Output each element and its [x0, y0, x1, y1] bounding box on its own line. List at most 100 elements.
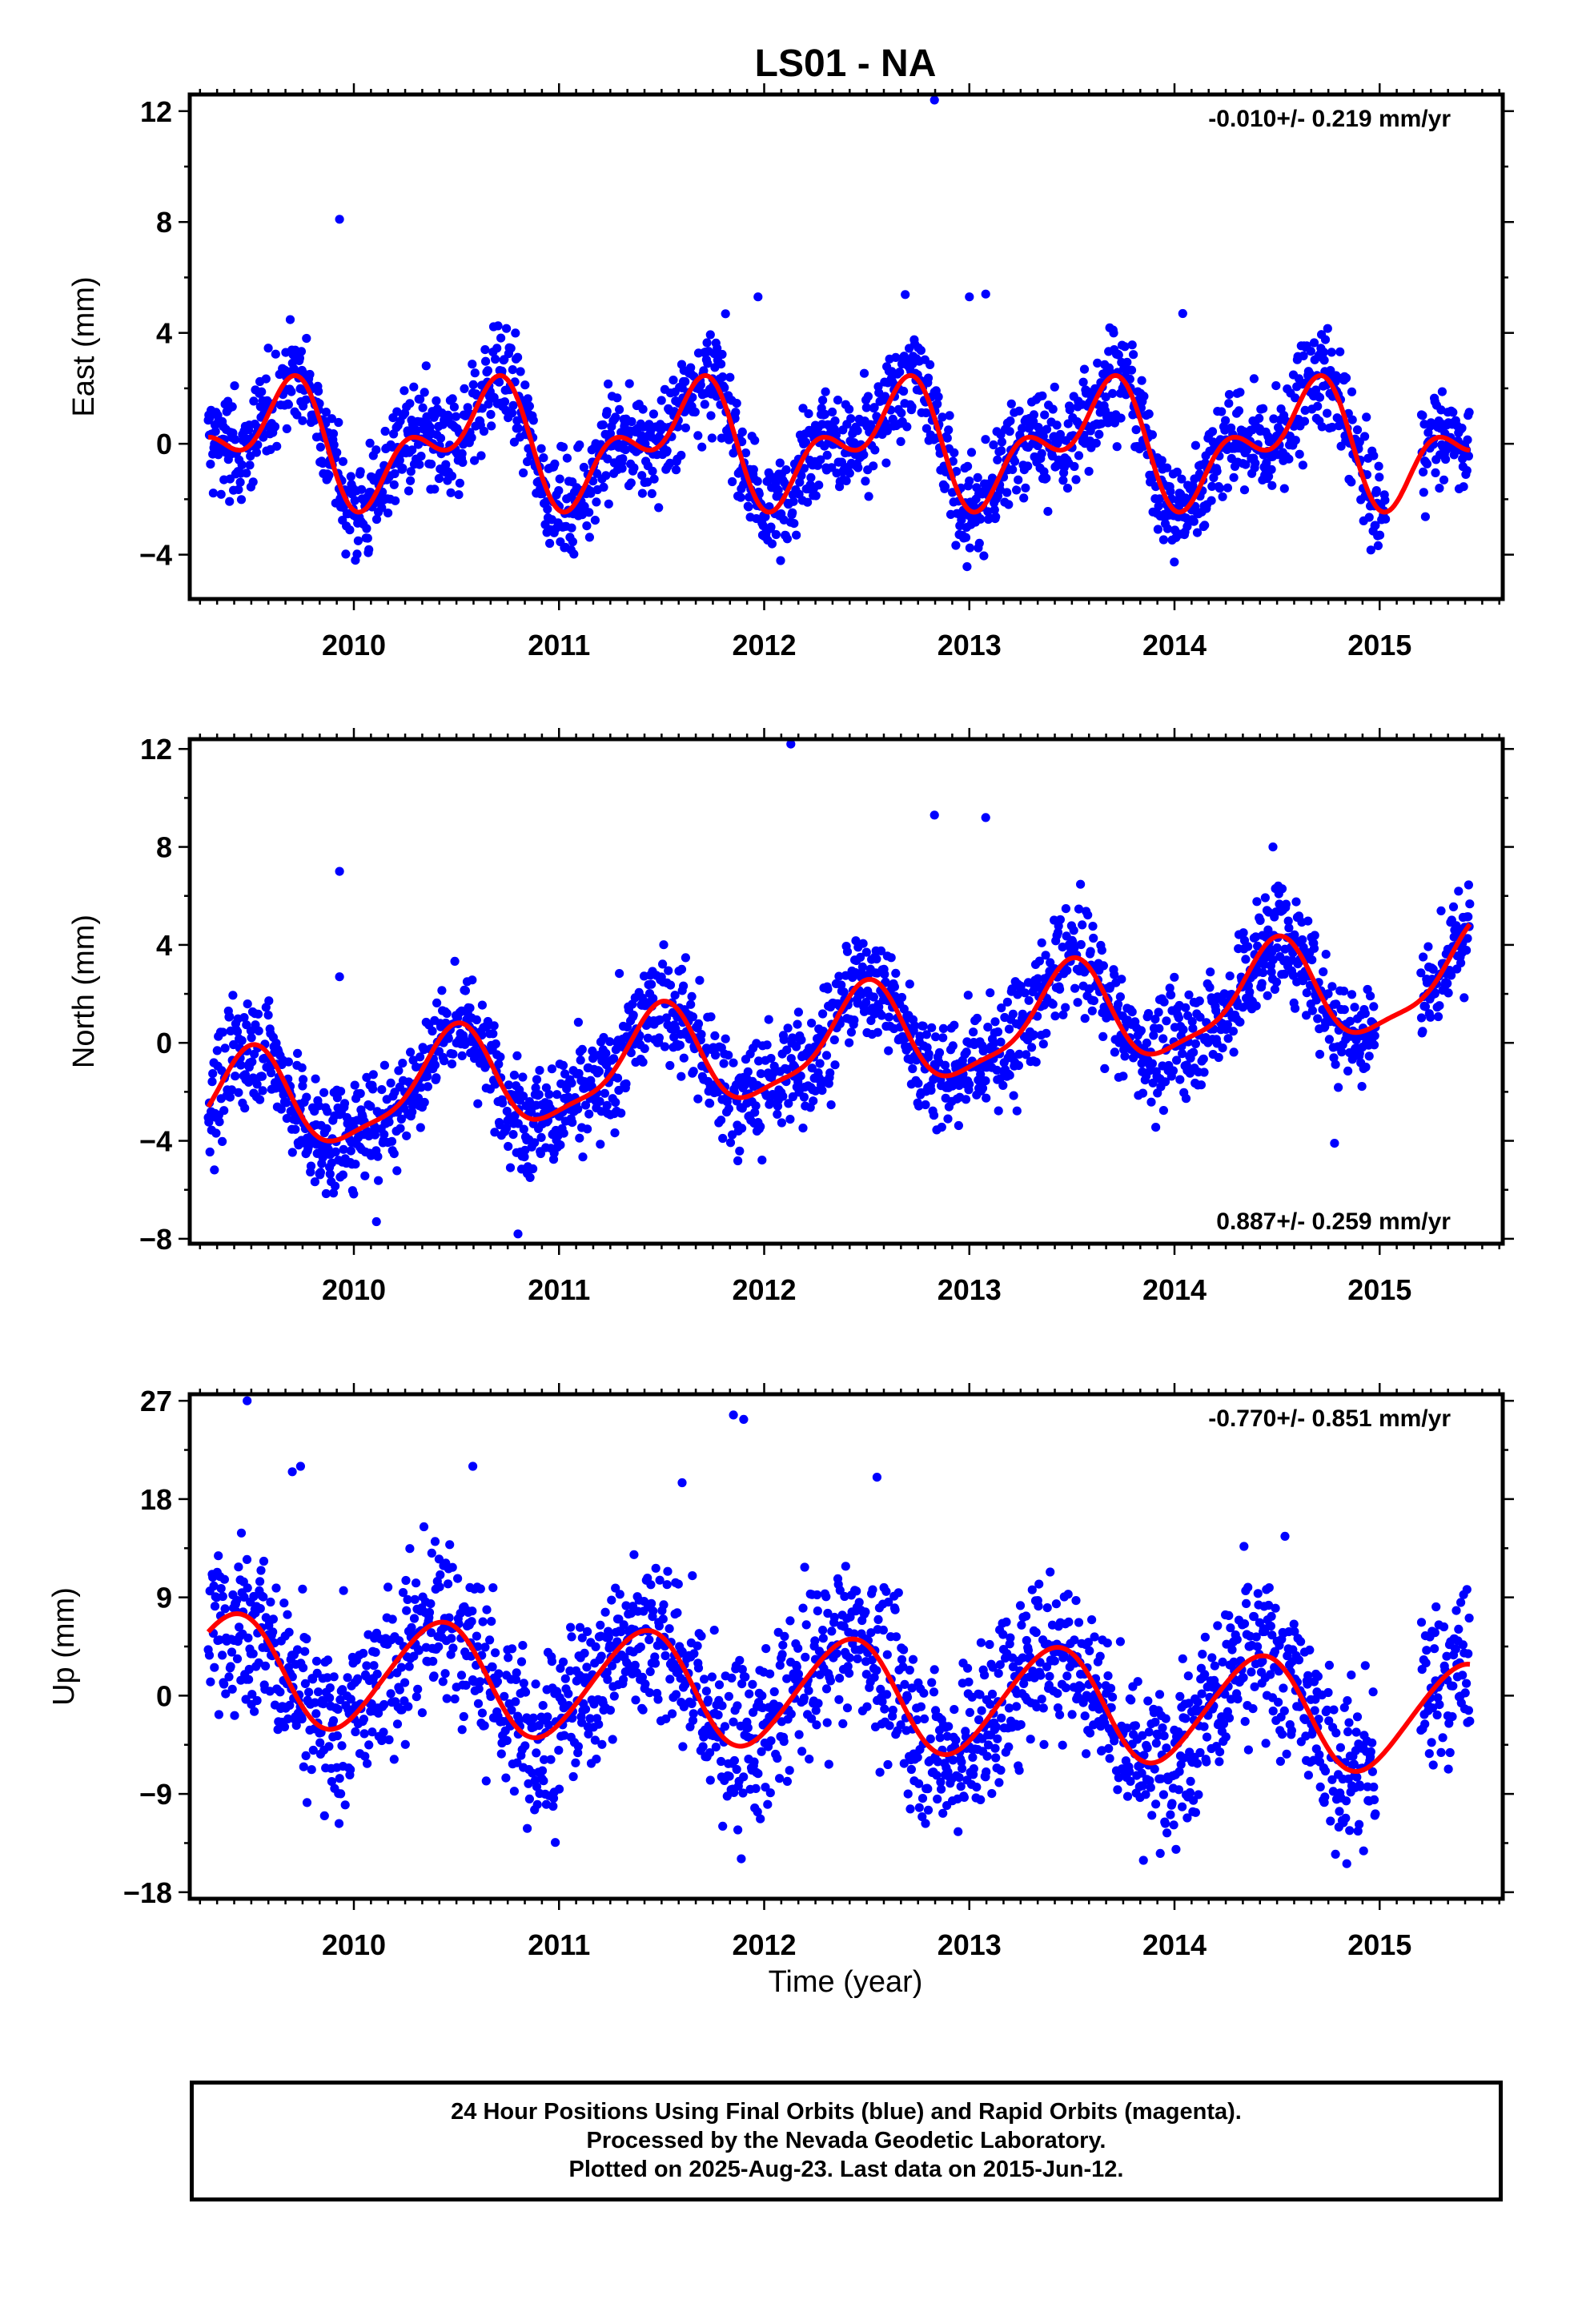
data-point: [1439, 475, 1449, 485]
data-point: [673, 1579, 683, 1589]
data-point: [1029, 1030, 1038, 1039]
data-point: [896, 436, 905, 447]
data-point: [841, 971, 850, 980]
data-point: [1048, 404, 1058, 414]
data-point: [934, 392, 943, 402]
data-point: [230, 381, 239, 391]
data-point: [1243, 942, 1253, 951]
data-point: [798, 1124, 808, 1133]
data-point: [1291, 436, 1300, 445]
data-point: [1020, 988, 1030, 998]
data-point: [1350, 1003, 1359, 1012]
data-point: [279, 1598, 289, 1608]
outlier-point: [335, 866, 344, 876]
data-point: [473, 1699, 484, 1708]
data-point: [458, 457, 468, 468]
outlier-point: [335, 972, 344, 982]
data-point: [938, 412, 947, 422]
data-point: [206, 1677, 215, 1687]
data-point: [219, 1106, 229, 1116]
data-point: [535, 1066, 544, 1076]
data-point: [1380, 496, 1390, 505]
data-point: [1042, 473, 1051, 483]
data-point: [519, 1092, 528, 1101]
data-point: [1098, 961, 1108, 971]
data-point: [604, 1632, 613, 1642]
data-point: [942, 433, 952, 443]
data-point: [609, 1054, 619, 1063]
x-tick-label: 2012: [732, 1273, 796, 1306]
data-point: [218, 1651, 227, 1660]
data-point: [247, 1690, 257, 1699]
data-point: [863, 392, 873, 401]
data-point: [612, 393, 622, 403]
data-point: [981, 435, 990, 444]
data-point: [461, 1680, 471, 1690]
data-point: [336, 1789, 346, 1799]
data-point: [332, 1731, 342, 1741]
data-point: [1055, 984, 1065, 994]
rate-annotation: -0.010+/- 0.219 mm/yr: [1208, 106, 1451, 132]
data-point: [757, 1156, 767, 1165]
data-point: [379, 1130, 389, 1140]
data-point: [488, 1583, 498, 1593]
data-point: [396, 1114, 406, 1124]
data-point: [380, 426, 390, 436]
data-point: [637, 471, 647, 480]
data-point: [661, 1651, 670, 1661]
data-point: [669, 1032, 679, 1042]
data-point: [413, 1684, 423, 1694]
data-point: [1126, 365, 1137, 375]
data-point: [905, 979, 914, 989]
data-point: [402, 1606, 412, 1615]
data-point: [1251, 1001, 1261, 1011]
data-point: [537, 1766, 548, 1775]
data-point: [926, 1085, 936, 1095]
data-point: [216, 1584, 226, 1594]
data-point: [334, 1819, 344, 1828]
data-point: [1259, 959, 1269, 969]
data-point: [555, 474, 564, 484]
data-point: [659, 940, 669, 950]
data-point: [952, 467, 962, 476]
data-point: [506, 344, 516, 353]
data-point: [950, 448, 959, 458]
data-point: [520, 1145, 530, 1155]
data-point: [592, 1755, 601, 1764]
data-point: [256, 1566, 266, 1575]
data-point: [235, 1622, 244, 1632]
data-point: [523, 1823, 532, 1833]
data-point: [508, 1644, 517, 1654]
data-point: [583, 1626, 592, 1636]
data-point: [297, 1063, 307, 1072]
data-point: [671, 1690, 681, 1699]
data-point: [1191, 440, 1200, 450]
data-point: [504, 1653, 513, 1663]
data-point: [1339, 1005, 1349, 1015]
data-point: [1160, 1077, 1170, 1087]
data-point: [482, 1605, 492, 1614]
data-point: [275, 1687, 285, 1697]
data-point: [321, 407, 331, 417]
data-point: [1117, 975, 1126, 984]
data-point: [649, 474, 659, 484]
data-point: [359, 1729, 369, 1739]
data-point: [491, 354, 500, 364]
data-point: [266, 1597, 275, 1607]
data-point: [1339, 987, 1349, 996]
data-point: [1076, 879, 1086, 889]
data-point: [638, 404, 648, 414]
data-point: [335, 1774, 344, 1783]
data-point: [483, 366, 493, 376]
data-point: [311, 1709, 321, 1719]
data-point: [409, 382, 419, 392]
data-point: [568, 537, 578, 547]
data-point: [644, 1635, 654, 1645]
data-point: [421, 361, 431, 371]
data-point: [1317, 422, 1327, 432]
data-point: [567, 1078, 576, 1088]
data-point: [351, 1160, 360, 1169]
data-point: [995, 485, 1005, 495]
data-point: [567, 523, 576, 533]
